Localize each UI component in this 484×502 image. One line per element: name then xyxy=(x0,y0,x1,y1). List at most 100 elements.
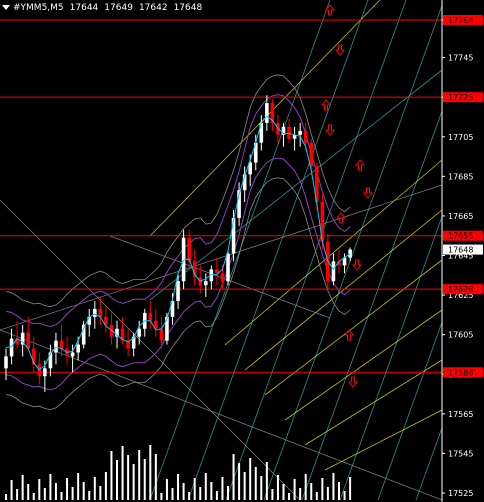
fan-line-17 xyxy=(0,199,301,501)
low-value: 17642 xyxy=(138,2,168,13)
level-label-bg-4 xyxy=(443,367,483,378)
candle-body-61 xyxy=(342,257,347,266)
candle-body-47 xyxy=(265,103,269,123)
envelope-bands xyxy=(5,74,351,411)
chart-title-bar: #YMM5,M5 17644 17649 17642 17648 xyxy=(2,1,208,14)
current-price-bg xyxy=(443,244,483,255)
candle-body-29 xyxy=(165,316,169,341)
candle-body-6 xyxy=(37,364,42,377)
candle-body-12 xyxy=(70,352,75,357)
tick-label-8: 17605 xyxy=(448,331,473,340)
current-price-label: 17648 xyxy=(448,246,473,255)
tick-label-7: 17625 xyxy=(448,291,473,300)
candle-body-20 xyxy=(115,328,119,337)
close-value: 17648 xyxy=(173,2,203,13)
candle-body-0 xyxy=(4,356,8,369)
arrow-down-icon xyxy=(347,376,359,388)
fan-line-11 xyxy=(264,259,443,396)
tick-label-12: 17525 xyxy=(448,489,473,498)
level-label-0: 17764 xyxy=(448,16,473,25)
candle-body-15 xyxy=(87,316,92,325)
moving-average-line xyxy=(5,115,351,371)
level-label-3: 17628 xyxy=(448,285,473,294)
arrow-up-icon xyxy=(324,4,336,16)
candle-body-26 xyxy=(148,312,153,321)
fan-line-5 xyxy=(339,98,484,501)
fan-line-3 xyxy=(263,0,445,501)
level-label-bg-3 xyxy=(443,284,483,295)
candle-body-18 xyxy=(104,316,108,325)
candle-body-2 xyxy=(15,338,19,345)
arrow-down-icon xyxy=(362,187,374,199)
candle-body-46 xyxy=(259,122,264,143)
open-value: 17644 xyxy=(69,2,99,13)
fan-line-19 xyxy=(0,329,443,501)
moving-average-path xyxy=(5,115,351,371)
candle-body-27 xyxy=(154,320,158,329)
candle-body-34 xyxy=(192,261,197,278)
arrow-up-icon xyxy=(343,329,355,341)
price-axis: 17764 17745 17725 17705 17685 17665 17645 17625… xyxy=(441,0,484,502)
candle-body-40 xyxy=(226,253,230,282)
fan-line-18 xyxy=(0,184,443,331)
candle-body-59 xyxy=(331,261,336,282)
tick-label-4: 17685 xyxy=(448,172,473,181)
level-label-2: 17655 xyxy=(448,232,473,241)
arrow-down-icon xyxy=(324,124,336,136)
tick-label-10: 17565 xyxy=(448,410,473,419)
price-level-lines xyxy=(0,19,442,373)
candle-body-10 xyxy=(59,340,64,349)
fan-line-9 xyxy=(224,159,443,346)
candle-body-7 xyxy=(43,368,47,377)
candle-body-55 xyxy=(309,142,314,167)
level-label-bg-2 xyxy=(443,230,483,241)
level-label-4: 17586 xyxy=(448,368,473,377)
fan-line-1 xyxy=(187,0,369,501)
candle-body-22 xyxy=(126,340,130,349)
candle-body-39 xyxy=(220,273,225,282)
candle-body-41 xyxy=(231,217,236,254)
arrow-up-icon xyxy=(335,212,347,224)
arrow-up-icon xyxy=(320,99,332,111)
candle-body-32 xyxy=(181,237,186,282)
level-label-1: 17725 xyxy=(448,93,473,102)
envelope-lower xyxy=(5,157,351,391)
candle-body-37 xyxy=(209,269,214,282)
candle-body-36 xyxy=(204,281,208,286)
candle-body-30 xyxy=(170,301,175,317)
triangle-down-icon[interactable] xyxy=(2,5,10,10)
candle-body-28 xyxy=(159,328,164,341)
fan-line-20 xyxy=(109,235,331,319)
candle-body-13 xyxy=(76,344,80,353)
candle-body-9 xyxy=(54,340,58,353)
tick-label-11: 17545 xyxy=(448,449,473,458)
candle-body-52 xyxy=(292,134,297,139)
fan-line-12 xyxy=(284,309,443,421)
candle-body-60 xyxy=(337,261,341,266)
candle-body-16 xyxy=(93,308,97,317)
bollinger-lower xyxy=(5,177,351,411)
fan-line-10 xyxy=(244,209,443,371)
candle-body-8 xyxy=(48,352,53,369)
candle-body-56 xyxy=(315,166,319,203)
candle-body-57 xyxy=(320,202,325,242)
candle-body-43 xyxy=(242,174,247,191)
tick-label-6: 17645 xyxy=(448,252,473,261)
candle-body-48 xyxy=(270,103,275,123)
candle-body-54 xyxy=(303,130,308,143)
arrow-down-icon xyxy=(351,259,363,271)
candle-body-14 xyxy=(81,324,86,345)
candle-body-50 xyxy=(281,126,286,135)
level-label-bg-0 xyxy=(443,15,483,25)
candle-body-33 xyxy=(187,237,191,262)
candle-body-31 xyxy=(176,281,180,302)
fan-line-16 xyxy=(149,69,443,301)
envelope-upper xyxy=(5,94,351,328)
candle-body-45 xyxy=(253,142,258,163)
candle-body-24 xyxy=(137,328,141,337)
bollinger-upper xyxy=(5,74,351,308)
candle-body-53 xyxy=(298,130,302,135)
